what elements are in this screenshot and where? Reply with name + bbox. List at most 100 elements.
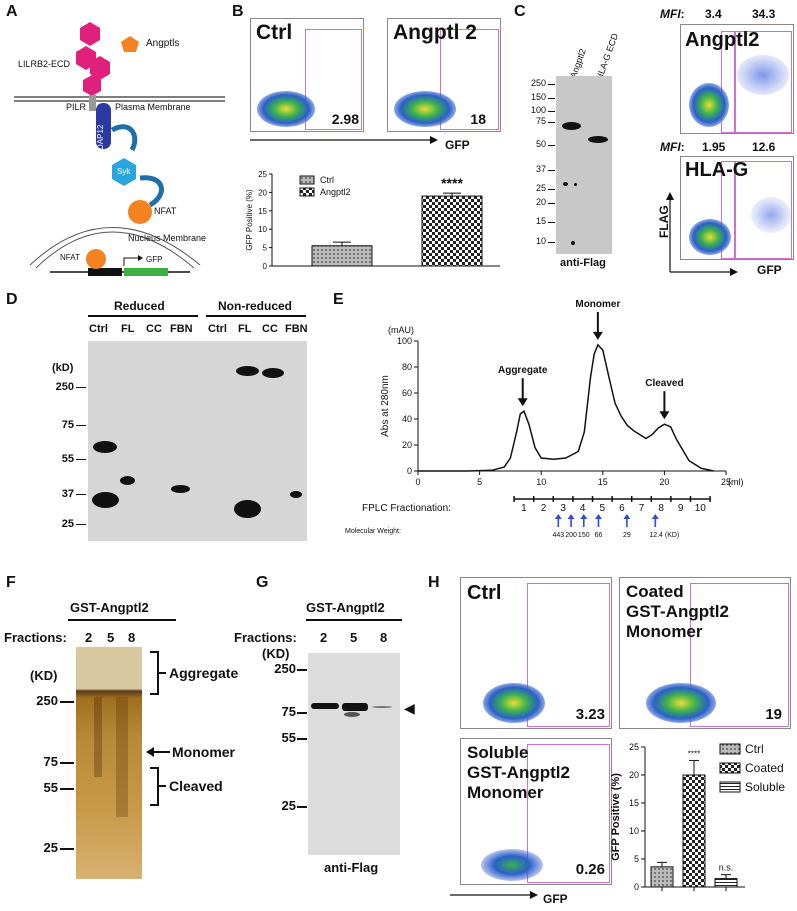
h-ytick-label: 25 bbox=[629, 742, 639, 752]
c-marker-tick bbox=[548, 170, 555, 171]
e-mw-value: 150 bbox=[578, 532, 590, 539]
g-marker-label: 75 bbox=[281, 704, 296, 719]
b-ytick-label: 25 bbox=[258, 170, 267, 179]
e-mw-value: 12.4 (KD) bbox=[649, 532, 679, 539]
d-marker-label: 25 bbox=[61, 518, 74, 530]
b-legend-label: Angptl2 bbox=[320, 187, 351, 197]
d-lane-label: FBN bbox=[285, 323, 308, 335]
g-fraction-2: 2 bbox=[320, 630, 328, 645]
h-gfp-arrow bbox=[450, 891, 538, 899]
f-unit-label: (KD) bbox=[30, 668, 58, 683]
g-marker-label: 250 bbox=[274, 661, 296, 676]
f-fraction-5: 5 bbox=[107, 630, 115, 645]
e-annotation-cleaved: Cleaved bbox=[645, 378, 683, 389]
h-flow-coated: Coated GST-Angptl2 Monomer 19 bbox=[619, 577, 791, 729]
c-flow-angptl2: Angptl2 bbox=[680, 24, 794, 134]
b-y-axis-label: GFP Positive (%) bbox=[245, 189, 254, 251]
c-marker-tick bbox=[548, 222, 555, 223]
panel-d-label: D bbox=[6, 291, 18, 308]
c-flow2-title: HLA-G bbox=[685, 159, 749, 181]
e-mw-arrowhead bbox=[580, 514, 588, 519]
d-unit-label: (kD) bbox=[52, 362, 74, 374]
g-fractions-label: Fractions: bbox=[234, 630, 297, 645]
e-fraction-label: 7 bbox=[639, 503, 645, 514]
f-marker-tick bbox=[60, 788, 74, 790]
e-mw-arrowhead bbox=[623, 514, 631, 519]
e-fraction-label: 9 bbox=[678, 503, 684, 514]
h-legend-swatch bbox=[719, 762, 741, 774]
g-anti-flag-label: anti-Flag bbox=[324, 860, 379, 875]
flow-plot-angptl2: Angptl 2 18 bbox=[387, 18, 501, 132]
c-mfi-hlag-a: 1.95 bbox=[702, 140, 726, 154]
e-fraction-label: 8 bbox=[658, 503, 664, 514]
f-monomer-label: Monomer bbox=[172, 744, 235, 760]
f-silver-stain-gel bbox=[76, 647, 142, 879]
e-y-axis-label: Abs at 280nm bbox=[380, 375, 391, 437]
c-marker-tick bbox=[548, 122, 555, 123]
c-marker-tick bbox=[548, 242, 555, 243]
h-flow2-title: Coated GST-Angptl2 Monomer bbox=[626, 582, 729, 641]
h-flow3-value: 0.26 bbox=[575, 861, 605, 878]
e-annotation-arrowhead bbox=[592, 331, 603, 340]
f-marker-tick bbox=[60, 762, 74, 764]
h-legend-label: Coated bbox=[745, 761, 784, 775]
panel-e-label: E bbox=[333, 291, 344, 308]
c-marker-label: 15 bbox=[535, 216, 546, 226]
dap12-bar bbox=[96, 103, 111, 149]
h-flow2-value: 19 bbox=[765, 706, 782, 723]
h-bar-chart: 0 5 10 15 20 25 GFP Positive (%) **** n.s. Ctrl Co… bbox=[610, 742, 785, 892]
e-fraction-label: 3 bbox=[560, 503, 566, 514]
flow-angptl2-value: 18 bbox=[470, 111, 486, 127]
g-title: GST-Angptl2 bbox=[306, 600, 385, 615]
lilrb2-hexagons bbox=[76, 22, 110, 96]
e-ytick-label: 20 bbox=[402, 440, 412, 450]
e-xtick-label: 15 bbox=[598, 477, 608, 487]
e-xtick-label: 10 bbox=[536, 477, 546, 487]
arrow-dap12-syk bbox=[110, 124, 138, 152]
d-marker-label: 250 bbox=[55, 381, 74, 393]
e-ytick-label: 0 bbox=[407, 466, 412, 476]
b-bar bbox=[421, 195, 483, 267]
g-marker-label: 55 bbox=[281, 730, 296, 745]
b-ytick-label: 15 bbox=[258, 207, 267, 216]
g-marker-tick bbox=[297, 806, 307, 808]
d-lane-label: Ctrl bbox=[89, 323, 108, 335]
c-marker-tick bbox=[548, 203, 555, 204]
e-xtick-label: 5 bbox=[477, 477, 482, 487]
c-marker-tick bbox=[548, 98, 555, 99]
flow-angptl2-title: Angptl 2 bbox=[393, 21, 477, 44]
angptl-pentagon-icon bbox=[121, 36, 139, 52]
b-significance: **** bbox=[441, 175, 463, 191]
g-fraction-5: 5 bbox=[350, 630, 358, 645]
c-marker-tick bbox=[548, 84, 555, 85]
panel-c-label: C bbox=[514, 3, 526, 20]
c-lane1-label: Angptl2 bbox=[568, 47, 588, 80]
c-mfi-angptl2-b: 34.3 bbox=[752, 7, 776, 21]
g-marker-tick bbox=[297, 669, 307, 671]
d-marker-tick bbox=[76, 494, 86, 495]
e-fraction-label: 2 bbox=[541, 503, 547, 514]
d-marker-tick bbox=[76, 425, 86, 426]
e-xtick-label: 20 bbox=[659, 477, 669, 487]
h-flow-soluble: Soluble GST-Angptl2 Monomer 0.26 bbox=[460, 738, 612, 885]
flow-ctrl-value: 2.98 bbox=[331, 111, 359, 127]
f-marker-tick bbox=[60, 701, 74, 703]
b-ytick-label: 10 bbox=[258, 225, 267, 234]
g-marker-tick bbox=[297, 738, 307, 740]
c-marker-label: 10 bbox=[535, 236, 546, 246]
f-fraction-8: 8 bbox=[128, 630, 136, 645]
nfat-label: NFAT bbox=[154, 206, 177, 216]
e-mw-value: 29 bbox=[623, 532, 631, 539]
d-lane-label: FL bbox=[238, 323, 252, 335]
c-lane2-label: HLA-G ECD bbox=[594, 31, 621, 82]
e-mw-arrowhead bbox=[651, 514, 659, 519]
c-marker-tick bbox=[548, 189, 555, 190]
nfat-nuclear-circle bbox=[86, 249, 106, 269]
h-y-axis-label: GFP Positive (%) bbox=[610, 773, 622, 861]
e-fraction-label: 10 bbox=[695, 503, 707, 514]
e-ytick-label: 40 bbox=[402, 414, 412, 424]
plasma-membrane-label: Plasma Membrane bbox=[115, 102, 191, 112]
flow-ctrl-title: Ctrl bbox=[256, 21, 293, 44]
c-marker-label: 250 bbox=[530, 78, 546, 88]
c-marker-tick bbox=[548, 145, 555, 146]
